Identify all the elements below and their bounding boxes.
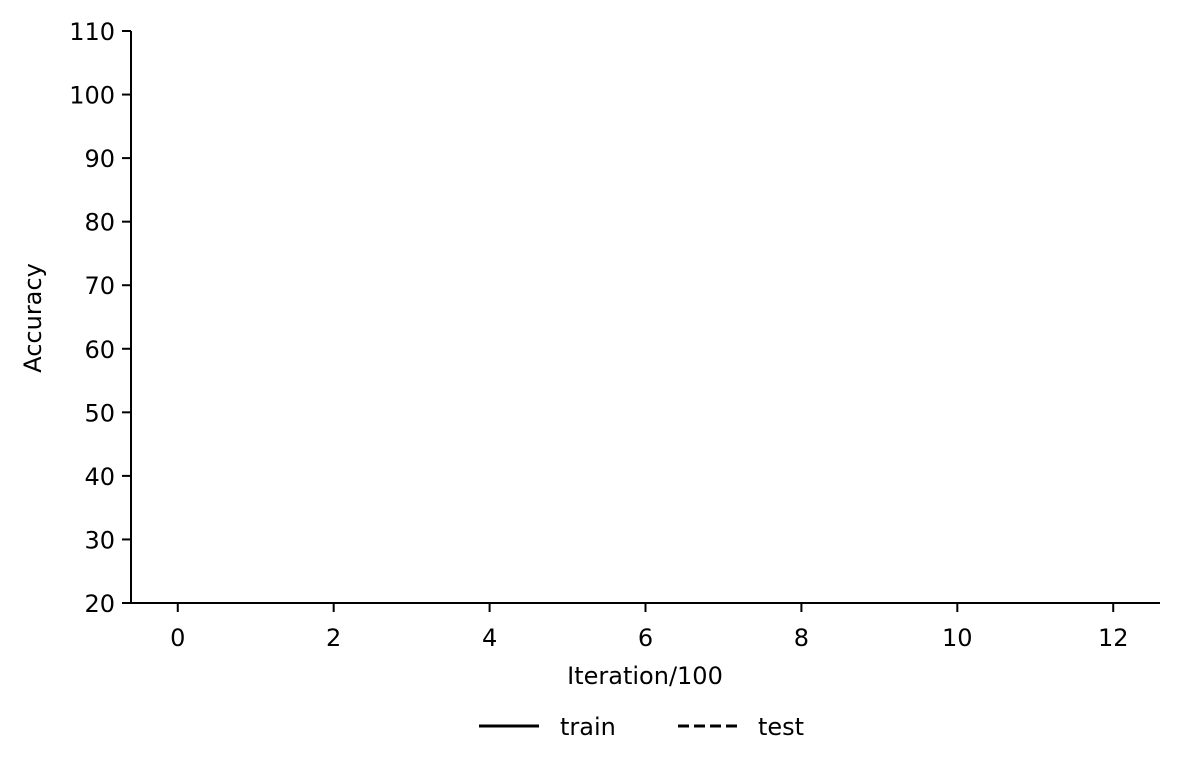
y-axis: 20 30 40 50 60 70 80 90 100 110 xyxy=(69,18,132,618)
x-axis: 0 2 4 6 8 10 12 xyxy=(131,602,1160,652)
y-tick-label: 30 xyxy=(84,526,115,554)
y-tick-label: 80 xyxy=(84,209,115,237)
legend-train-label: train xyxy=(560,713,616,741)
x-tick-label: 12 xyxy=(1098,624,1129,652)
y-tick-label: 40 xyxy=(84,463,115,491)
y-tick-label: 70 xyxy=(84,272,115,300)
x-axis-label: Iteration/100 xyxy=(567,662,723,690)
y-tick-label: 110 xyxy=(69,18,115,46)
y-tick-label: 100 xyxy=(69,82,115,110)
y-tick-label: 20 xyxy=(84,590,115,618)
y-tick-label: 90 xyxy=(84,145,115,173)
x-tick-label: 8 xyxy=(794,624,809,652)
x-tick-label: 10 xyxy=(942,624,973,652)
y-tick-label: 50 xyxy=(84,399,115,427)
y-axis-label: Accuracy xyxy=(19,263,47,373)
x-tick-label: 2 xyxy=(326,624,341,652)
x-tick-label: 6 xyxy=(638,624,653,652)
legend: train test xyxy=(479,713,804,741)
y-tick-label: 60 xyxy=(84,336,115,364)
x-tick-label: 4 xyxy=(482,624,497,652)
legend-test-label: test xyxy=(758,713,804,741)
x-tick-label: 0 xyxy=(170,624,185,652)
